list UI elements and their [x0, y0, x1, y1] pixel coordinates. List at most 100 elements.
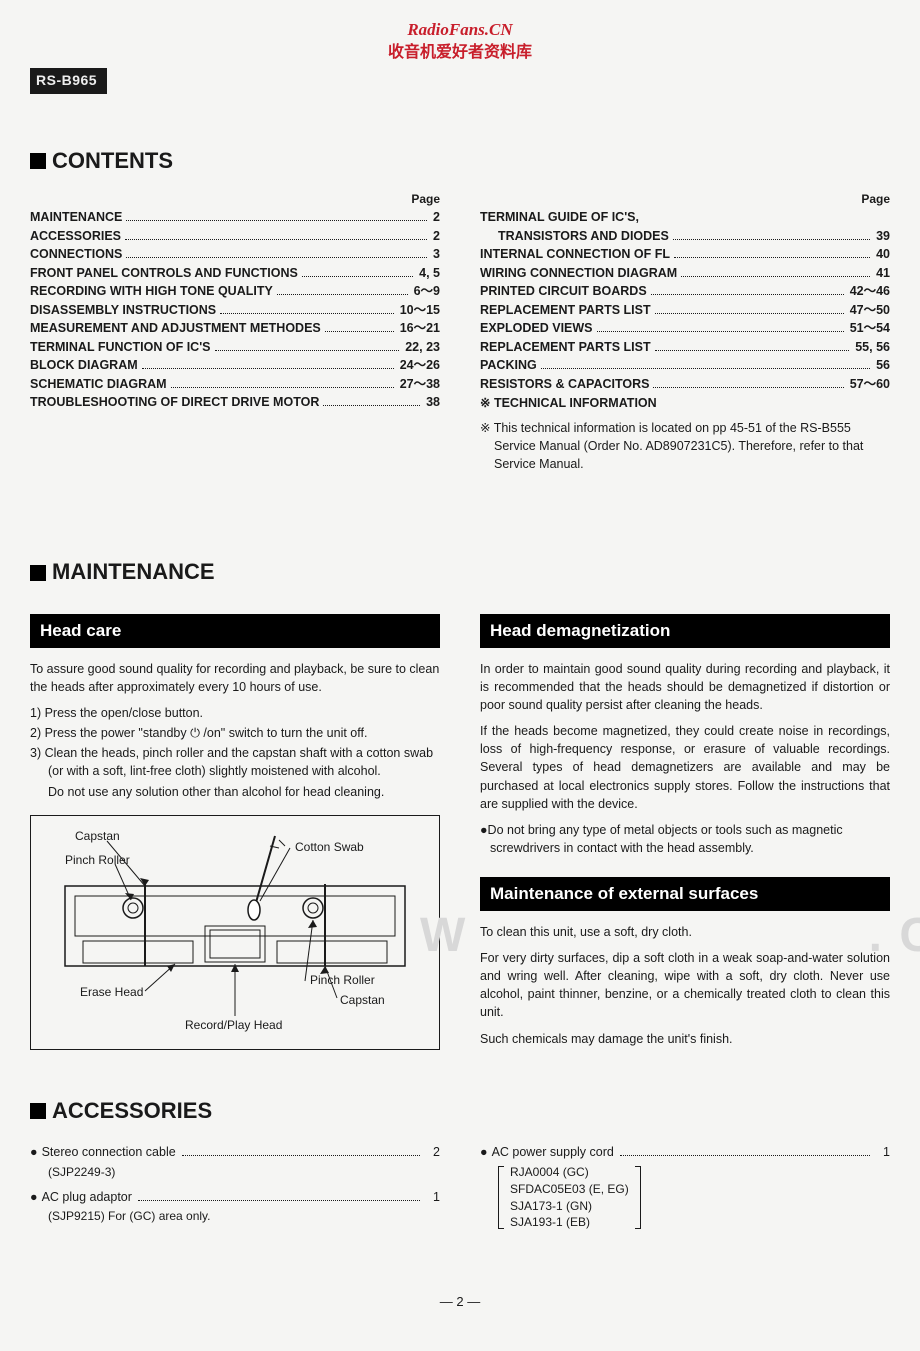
- head-care-diagram: Capstan Cotton Swab Pinch Roller Erase H…: [30, 815, 440, 1050]
- toc-row: TROUBLESHOOTING OF DIRECT DRIVE MOTOR38: [30, 394, 440, 412]
- toc-dots: [171, 387, 394, 388]
- toc-row: PACKING56: [480, 357, 890, 375]
- toc-row: SCHEMATIC DIAGRAM 27～38: [30, 376, 440, 394]
- accessory-label: Stereo connection cable: [42, 1144, 176, 1162]
- toc-label: INTERNAL CONNECTION OF FL: [480, 246, 670, 264]
- head-care-col: Head care To assure good sound quality f…: [30, 602, 440, 1056]
- toc-page: 6～9: [412, 283, 440, 301]
- toc-page: 22, 23: [403, 339, 440, 357]
- head-care-svg: Capstan Cotton Swab Pinch Roller Erase H…: [39, 826, 431, 1036]
- toc-label: REPLACEMENT PARTS LIST: [480, 302, 651, 320]
- toc-columns: Page MAINTENANCE2ACCESSORIES2CONNECTIONS…: [30, 191, 890, 474]
- toc-page: 39: [874, 228, 890, 246]
- toc-dots: [142, 368, 394, 369]
- toc-label: RESISTORS & CAPACITORS: [480, 376, 649, 394]
- toc-dots: [323, 405, 420, 406]
- toc-row: ACCESSORIES2: [30, 228, 440, 246]
- accessories-heading-text: ACCESSORIES: [52, 1096, 212, 1127]
- toc-page: 27～38: [398, 376, 440, 394]
- accessory-row: ● AC power supply cord 1: [480, 1144, 890, 1162]
- demag-surfaces-col: Head demagnetization In order to maintai…: [480, 602, 890, 1056]
- toc-row: RESISTORS & CAPACITORS 57～60: [480, 376, 890, 394]
- demag-p2: If the heads become magnetized, they cou…: [480, 722, 890, 813]
- toc-dots: [674, 257, 870, 258]
- toc-right-col: Page TERMINAL GUIDE OF IC'S, TRANSISTORS…: [480, 191, 890, 474]
- toc-row: PRINTED CIRCUIT BOARDS42～46: [480, 283, 890, 301]
- toc-dots: [126, 257, 427, 258]
- cord-parts: RJA0004 (GC) SFDAC05E03 (E, EG) SJA173-1…: [480, 1164, 890, 1231]
- step-2: 2) Press the power "standby ⏻ /on" switc…: [30, 724, 440, 742]
- toc-page: 3: [431, 246, 440, 264]
- toc-row: MEASUREMENT AND ADJUSTMENT METHODES16～21: [30, 320, 440, 338]
- toc-label: TERMINAL GUIDE OF IC'S,: [480, 209, 639, 227]
- toc-row: BLOCK DIAGRAM24～26: [30, 357, 440, 375]
- accessories-left: ● Stereo connection cable 2 (SJP2249-3) …: [30, 1140, 440, 1233]
- cord-part: SJA193-1 (EB): [510, 1214, 629, 1231]
- head-care-header: Head care: [30, 614, 440, 648]
- surfaces-header: Maintenance of external surfaces: [480, 877, 890, 911]
- toc-label: WIRING CONNECTION DIAGRAM: [480, 265, 677, 283]
- accessory-row: ● AC plug adaptor 1: [30, 1189, 440, 1207]
- step-1: 1) Press the open/close button.: [30, 704, 440, 722]
- demag-p1: In order to maintain good sound quality …: [480, 660, 890, 714]
- toc-page: 47～50: [848, 302, 890, 320]
- accessories-columns: ● Stereo connection cable 2 (SJP2249-3) …: [30, 1140, 890, 1233]
- toc-label: CONNECTIONS: [30, 246, 122, 264]
- dots: [620, 1155, 870, 1156]
- accessory-qty: 1: [426, 1189, 440, 1207]
- accessory-sub: (SJP9215) For (GC) area only.: [30, 1208, 440, 1225]
- toc-row: WIRING CONNECTION DIAGRAM41: [480, 265, 890, 283]
- toc-dots: [302, 276, 413, 277]
- toc-page: 10～15: [398, 302, 440, 320]
- accessory-label: AC power supply cord: [492, 1144, 614, 1162]
- toc-tech-info-note: ※ This technical information is located …: [480, 419, 890, 473]
- toc-page: 38: [424, 394, 440, 412]
- toc-page-header-left: Page: [30, 191, 440, 208]
- demag-bullet: ●Do not bring any type of metal objects …: [480, 821, 890, 857]
- toc-label: BLOCK DIAGRAM: [30, 357, 138, 375]
- toc-row: TERMINAL FUNCTION OF IC'S22, 23: [30, 339, 440, 357]
- toc-label: FRONT PANEL CONTROLS AND FUNCTIONS: [30, 265, 298, 283]
- toc-dots: [597, 331, 844, 332]
- toc-label: RECORDING WITH HIGH TONE QUALITY: [30, 283, 273, 301]
- toc-page: 56: [874, 357, 890, 375]
- diagram-label-cotton-swab: Cotton Swab: [295, 840, 364, 854]
- demag-header: Head demagnetization: [480, 614, 890, 648]
- diagram-label-pinch-roller-2: Pinch Roller: [310, 973, 375, 987]
- side-watermark-left: W: [420, 902, 467, 969]
- cord-list: RJA0004 (GC) SFDAC05E03 (E, EG) SJA173-1…: [506, 1164, 633, 1231]
- head-care-steps: 1) Press the open/close button. 2) Press…: [30, 704, 440, 801]
- toc-label: REPLACEMENT PARTS LIST: [480, 339, 651, 357]
- toc-label: SCHEMATIC DIAGRAM: [30, 376, 167, 394]
- toc-dots: [541, 368, 870, 369]
- accessories-right: ● AC power supply cord 1 RJA0004 (GC) SF…: [480, 1140, 890, 1233]
- toc-row: TRANSISTORS AND DIODES39: [480, 228, 890, 246]
- toc-page: 55, 56: [853, 339, 890, 357]
- watermark-line1: RadioFans.CN: [30, 18, 890, 42]
- dots: [138, 1200, 420, 1201]
- toc-left-col: Page MAINTENANCE2ACCESSORIES2CONNECTIONS…: [30, 191, 440, 474]
- toc-row: FRONT PANEL CONTROLS AND FUNCTIONS4, 5: [30, 265, 440, 283]
- toc-dots: [653, 387, 843, 388]
- toc-row: RECORDING WITH HIGH TONE QUALITY 6～9: [30, 283, 440, 301]
- toc-row: REPLACEMENT PARTS LIST 47～50: [480, 302, 890, 320]
- toc-row: TERMINAL GUIDE OF IC'S,: [480, 209, 890, 227]
- toc-dots: [681, 276, 870, 277]
- diagram-label-pinch-roller: Pinch Roller: [65, 853, 130, 867]
- accessory-qty: 1: [876, 1144, 890, 1162]
- toc-tech-info: ※ TECHNICAL INFORMATION: [480, 395, 890, 413]
- model-badge: RS-B965: [30, 68, 107, 94]
- toc-page: 57～60: [848, 376, 890, 394]
- toc-label: DISASSEMBLY INSTRUCTIONS: [30, 302, 216, 320]
- diagram-label-capstan-2: Capstan: [340, 993, 385, 1007]
- bracket-right: [633, 1164, 641, 1231]
- cord-part: SFDAC05E03 (E, EG): [510, 1181, 629, 1198]
- diagram-label-erase-head: Erase Head: [80, 985, 143, 999]
- toc-label: MAINTENANCE: [30, 209, 122, 227]
- bullet-icon: ●: [30, 1144, 42, 1162]
- toc-dots: [277, 294, 408, 295]
- toc-label: ACCESSORIES: [30, 228, 121, 246]
- step-3: 3) Clean the heads, pinch roller and the…: [30, 744, 440, 780]
- page-number: — 2 —: [30, 1293, 890, 1311]
- toc-dots: [220, 313, 394, 314]
